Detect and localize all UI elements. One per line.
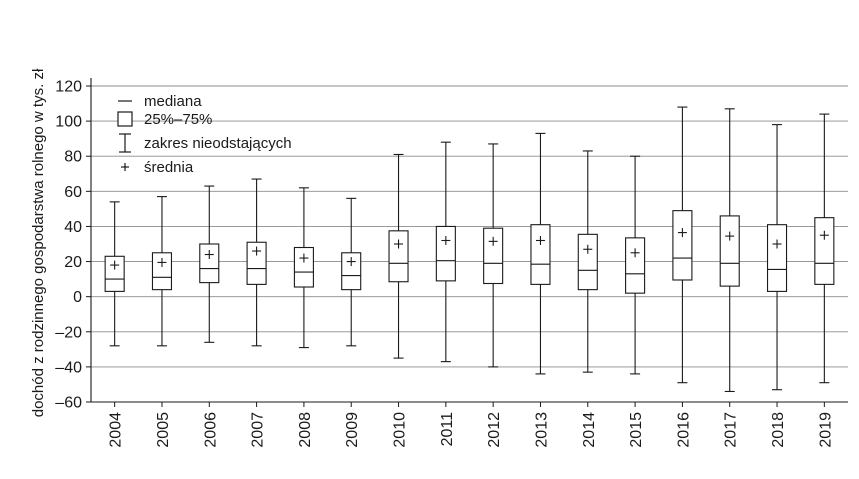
x-tick-label: 2008 bbox=[297, 412, 314, 448]
box-2014 bbox=[577, 150, 598, 373]
mean-marker bbox=[110, 260, 120, 270]
legend-mean-label: średnia bbox=[144, 159, 194, 176]
mean-marker bbox=[299, 253, 309, 263]
mean-marker bbox=[725, 231, 735, 241]
y-tick-label: 40 bbox=[64, 219, 82, 236]
box-2016 bbox=[672, 106, 693, 384]
y-tick-label: 120 bbox=[55, 79, 82, 96]
box-2005 bbox=[151, 196, 173, 347]
legend-box-label: 25%–75% bbox=[144, 111, 212, 128]
y-tick-label: –60 bbox=[55, 395, 82, 412]
iqr-box bbox=[341, 252, 362, 291]
y-tick-label: 100 bbox=[55, 114, 82, 131]
grid-lines bbox=[91, 85, 848, 403]
box-2007 bbox=[246, 178, 267, 347]
mean-marker bbox=[252, 246, 262, 256]
mean-marker bbox=[772, 239, 782, 249]
box-2004 bbox=[104, 201, 125, 347]
x-tick-label: 2009 bbox=[344, 412, 361, 448]
iqr-box bbox=[151, 252, 173, 291]
box-2011 bbox=[435, 141, 456, 363]
x-tick-label: 2010 bbox=[392, 412, 409, 448]
x-tick-label: 2018 bbox=[770, 412, 787, 448]
y-tick-label: –40 bbox=[55, 359, 82, 376]
y-tick-label: 80 bbox=[64, 149, 82, 166]
mean-marker bbox=[204, 250, 214, 260]
mean-marker bbox=[441, 235, 451, 245]
x-axis-ticks: 2004 2005 2006 2007 2008 2009 2010 2011 2012 2013… bbox=[108, 402, 834, 448]
iqr-box bbox=[293, 246, 314, 288]
iqr-box bbox=[672, 210, 693, 281]
mean-marker bbox=[394, 239, 404, 249]
legend-median-label: mediana bbox=[144, 93, 202, 110]
x-tick-label: 2019 bbox=[817, 412, 834, 448]
x-tick-label: 2007 bbox=[250, 412, 267, 448]
iqr-box bbox=[719, 215, 740, 287]
iqr-box bbox=[814, 217, 835, 285]
x-tick-label: 2015 bbox=[628, 412, 645, 448]
iqr-box bbox=[483, 227, 504, 285]
legend-whisker-symbol bbox=[119, 133, 131, 153]
iqr-box bbox=[199, 243, 220, 284]
y-axis-label: dochód z rodzinnego gospodarstwa rolnego… bbox=[30, 68, 47, 417]
legend-mean-symbol bbox=[121, 163, 129, 171]
x-tick-label: 2006 bbox=[202, 412, 219, 448]
box-2018 bbox=[766, 124, 788, 391]
mean-marker bbox=[535, 235, 545, 245]
mean-marker bbox=[346, 257, 356, 267]
mean-marker bbox=[630, 248, 640, 258]
legend-box-symbol bbox=[117, 111, 133, 127]
iqr-box bbox=[625, 237, 646, 294]
box-2019 bbox=[814, 113, 835, 384]
legend: mediana 25%–75% zakres nieodstających śr… bbox=[117, 93, 292, 176]
box-2006 bbox=[199, 185, 220, 343]
x-tick-label: 2017 bbox=[723, 412, 740, 448]
mean-marker bbox=[488, 236, 498, 246]
iqr-box bbox=[530, 224, 551, 285]
iqr-box bbox=[104, 255, 125, 292]
mean-marker bbox=[157, 257, 167, 267]
box-plots bbox=[104, 106, 835, 393]
box-2010 bbox=[388, 153, 409, 359]
box-2017 bbox=[719, 108, 740, 393]
legend-whisker-label: zakres nieodstających bbox=[144, 135, 292, 152]
mean-marker bbox=[819, 230, 829, 240]
box-2013 bbox=[530, 132, 551, 375]
x-tick-label: 2014 bbox=[581, 412, 598, 448]
y-tick-label: –20 bbox=[55, 324, 82, 341]
box-2015 bbox=[625, 155, 646, 375]
y-tick-label: 20 bbox=[64, 254, 82, 271]
box-2012 bbox=[483, 143, 504, 368]
y-axis-ticks: –60 –40 –20 0 20 40 60 80 100 120 bbox=[55, 79, 91, 412]
axes bbox=[90, 78, 848, 403]
x-tick-label: 2013 bbox=[533, 412, 550, 448]
iqr-box bbox=[388, 230, 409, 283]
iqr-box bbox=[435, 225, 456, 282]
x-tick-label: 2004 bbox=[108, 412, 125, 448]
x-tick-label: 2016 bbox=[675, 412, 692, 448]
box-2009 bbox=[341, 197, 362, 347]
x-tick-label: 2012 bbox=[486, 412, 503, 448]
mean-marker bbox=[677, 228, 687, 238]
iqr-box bbox=[766, 224, 788, 292]
mean-marker bbox=[583, 244, 593, 254]
y-tick-label: 60 bbox=[64, 184, 82, 201]
iqr-box bbox=[577, 233, 598, 291]
x-tick-label: 2011 bbox=[439, 412, 456, 447]
x-tick-label: 2005 bbox=[155, 412, 172, 448]
y-tick-label: 0 bbox=[73, 289, 82, 306]
iqr-box bbox=[246, 241, 267, 285]
box-2008 bbox=[293, 187, 314, 349]
